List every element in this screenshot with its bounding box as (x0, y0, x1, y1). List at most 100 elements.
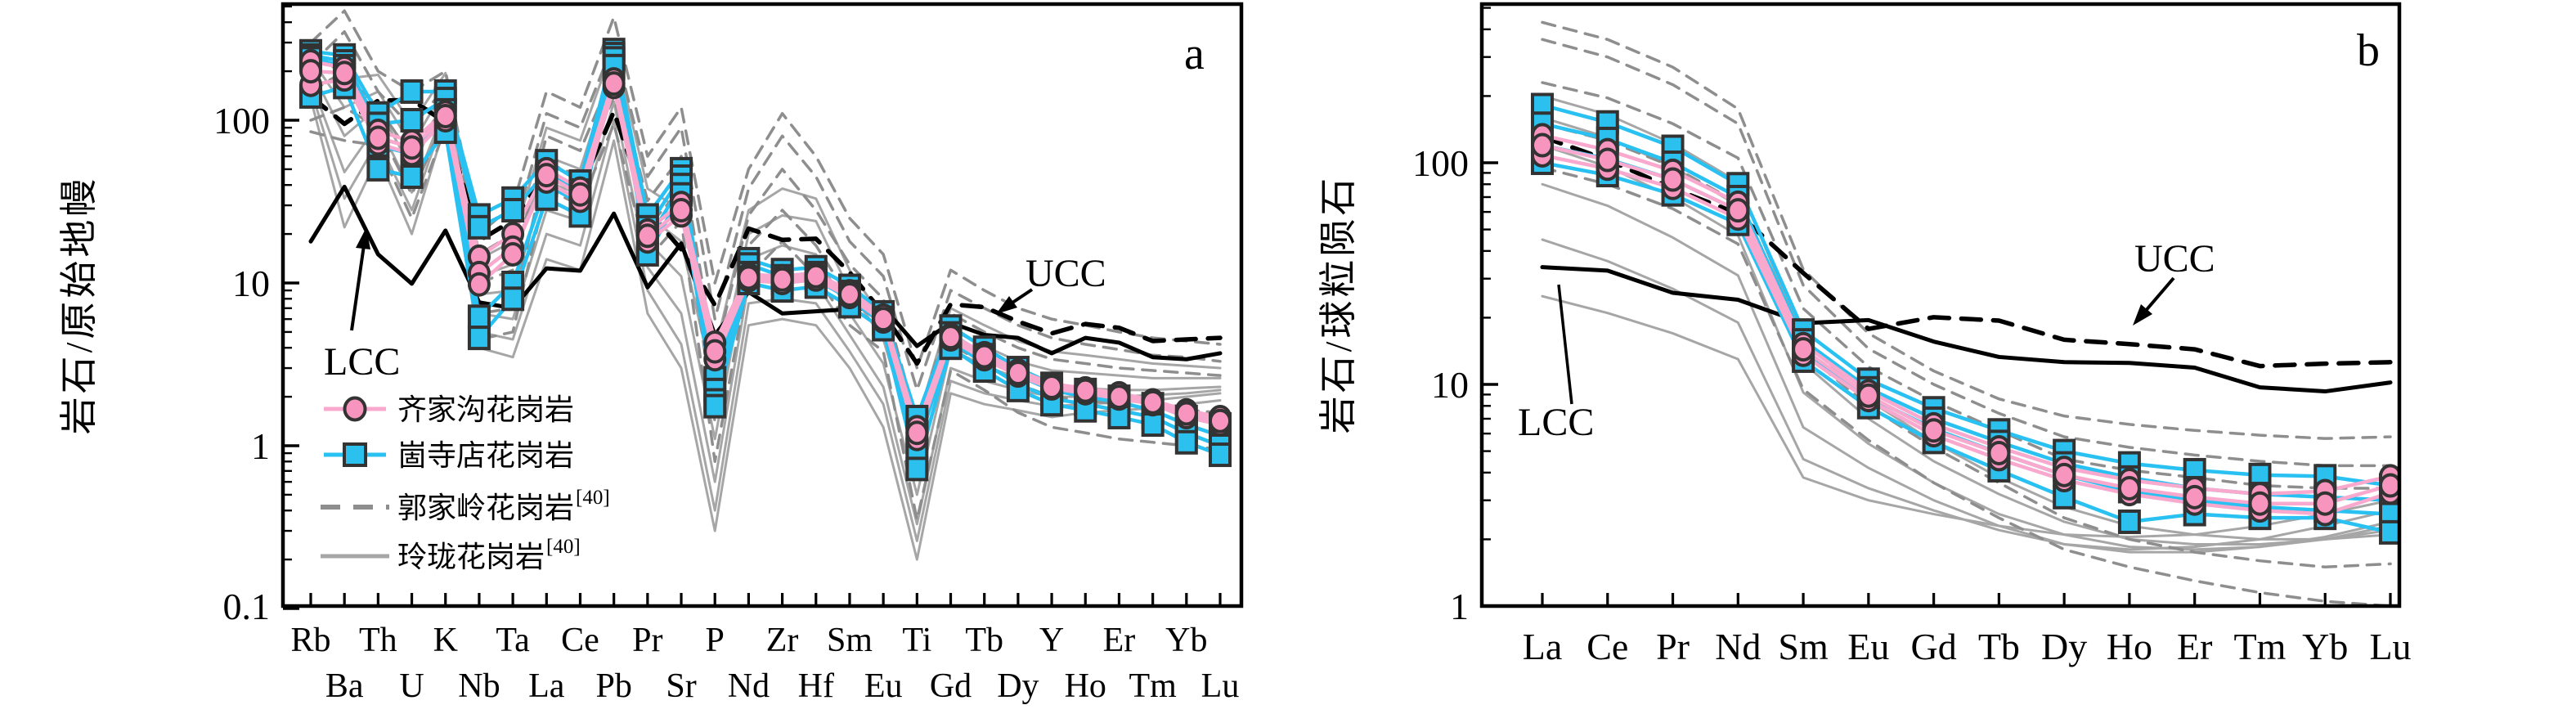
qijiagou-circle-marker-icon (343, 396, 367, 422)
marker-qijiagou-circle-icon (1987, 440, 2011, 465)
plot-border-b (1479, 2, 2402, 608)
series-qijiagou-line (308, 69, 1223, 435)
y-tick-label: 100 (1412, 142, 1469, 184)
panel-a-lcc-arrowhead-icon (356, 227, 370, 249)
marker-gusidian-square-icon (501, 198, 525, 223)
marker-gusidian-square-icon (400, 108, 424, 132)
series-guojialing-line (309, 9, 1222, 370)
x-element-label: Lu (1201, 667, 1240, 705)
legend-label-guojialing: 郭家岭花岗岩 (397, 492, 574, 524)
panel-a-lcc-arrow (350, 245, 366, 331)
marker-qijiagou-circle-icon (299, 59, 322, 84)
panel-a-ucc-arrowhead-icon (996, 296, 1017, 314)
x-element-label: Sm (1778, 626, 1829, 667)
legend-item-qijiagou: 齐家沟花岗岩 (324, 393, 574, 426)
legend: 齐家沟花岗岩 崮寺店花岗岩 郭家岭花岗岩 [40] 玲珑花岗岩 [40] (321, 393, 610, 573)
x-element-label: Tm (2234, 626, 2287, 667)
x-element-label: Th (359, 622, 397, 659)
marker-qijiagou-circle-icon (2117, 475, 2141, 501)
y-tick-label: 1 (251, 425, 270, 467)
marker-qijiagou-circle-icon (1856, 383, 1880, 408)
marker-qijiagou-circle-icon (333, 61, 357, 86)
marker-qijiagou-circle-icon (2183, 484, 2206, 510)
x-element-label: Tb (965, 622, 1003, 659)
marker-qijiagou-circle-icon (872, 307, 895, 332)
marker-qijiagou-circle-icon (2313, 491, 2337, 516)
x-element-label: Gd (1910, 626, 1956, 667)
marker-gusidian-square-icon (400, 164, 424, 190)
x-element-label: Gd (930, 667, 972, 705)
panel-b-ucc-label: UCC (2134, 237, 2215, 281)
marker-qijiagou-circle-icon (400, 135, 424, 160)
x-element-label: Lu (2369, 626, 2411, 667)
x-element-label: Er (2177, 626, 2212, 667)
x-element-label: Rb (290, 622, 330, 659)
marker-qijiagou-circle-icon (1661, 167, 1685, 192)
x-element-label: Pr (1656, 626, 1690, 667)
series-linglong-line (1541, 182, 2392, 554)
panel-b-lcc-pointer (1557, 284, 1573, 405)
x-element-label: Pb (595, 667, 631, 705)
x-element-label: Eu (1847, 626, 1889, 667)
marker-qijiagou-circle-icon (1726, 198, 1750, 223)
legend-ref-guojialing: [40] (576, 487, 610, 509)
legend-item-guojialing: 郭家岭花岗岩 [40] (321, 487, 610, 524)
series-gusidian-line (308, 52, 1223, 438)
marker-qijiagou-circle-icon (1209, 408, 1232, 433)
marker-qijiagou-circle-icon (501, 241, 525, 267)
marker-qijiagou-circle-icon (737, 265, 761, 290)
marker-gusidian-square-icon (2379, 519, 2399, 545)
x-element-label: Dy (2041, 626, 2087, 667)
panel-b-ucc-arrow (2143, 276, 2175, 314)
marker-qijiagou-circle-icon (837, 282, 861, 308)
marker-gusidian-square-icon (467, 326, 491, 351)
legend-ref-linglong: [40] (546, 536, 581, 558)
y-tick-label: 0.1 (223, 586, 271, 627)
legend-item-gusidian: 崮寺店花岗岩 (324, 439, 574, 472)
x-element-label: Tm (1129, 667, 1177, 705)
series-qijiagou-line (308, 59, 1223, 429)
panel-b-letter: b (2357, 25, 2380, 76)
x-element-label: Ce (561, 622, 599, 659)
marker-qijiagou-circle-icon (905, 420, 929, 446)
marker-qijiagou-circle-icon (703, 339, 727, 364)
series-linglong-line (309, 88, 1222, 542)
x-element-label: Ho (1065, 667, 1106, 705)
marker-qijiagou-circle-icon (602, 71, 626, 97)
x-element-label: Ho (2107, 626, 2152, 667)
marker-gusidian-square-icon (467, 214, 491, 240)
legend-item-linglong: 玲珑花岗岩 [40] (321, 536, 581, 573)
axis-ticks-b: 1 10 100 La Ce Pr Nd Sm Eu Gd Tb Dy Ho Er Tm Yb Lu (1412, 7, 2412, 667)
x-element-label: Pr (632, 622, 662, 659)
panel-b-plot: 1 10 100 La Ce Pr Nd Sm Eu Gd Tb Dy Ho Er Tm Yb Lu (1412, 2, 2412, 667)
legend-label-linglong: 玲珑花岗岩 (397, 541, 545, 573)
x-element-label: Eu (864, 667, 903, 705)
series-guojialing-line (309, 29, 1222, 392)
marker-qijiagou-circle-icon (2053, 462, 2076, 487)
x-element-label: La (1523, 626, 1563, 667)
x-element-label: Ba (325, 667, 364, 705)
marker-qijiagou-circle-icon (467, 272, 491, 297)
marker-qijiagou-circle-icon (635, 223, 659, 249)
legend-label-gusidian: 崮寺店花岗岩 (397, 439, 574, 472)
series-guojialing-line (1541, 122, 2392, 569)
marker-qijiagou-circle-icon (939, 325, 963, 350)
marker-gusidian-square-icon (467, 304, 491, 330)
x-element-label: Er (1103, 622, 1136, 659)
marker-qijiagou-circle-icon (1922, 418, 1945, 443)
marker-qijiagou-circle-icon (1006, 361, 1030, 386)
marker-qijiagou-circle-icon (366, 125, 390, 150)
gusidian-square-marker-icon (343, 442, 367, 467)
marker-qijiagou-circle-icon (1141, 389, 1165, 415)
series-UCC-line (308, 94, 1223, 366)
x-element-label: Dy (997, 667, 1039, 705)
marker-qijiagou-circle-icon (1040, 375, 1064, 400)
marker-gusidian-square-icon (400, 79, 424, 104)
marker-qijiagou-circle-icon (804, 263, 828, 289)
x-element-label: Nb (458, 667, 500, 705)
x-element-label: La (528, 667, 565, 705)
x-element-label: Hf (798, 667, 834, 705)
